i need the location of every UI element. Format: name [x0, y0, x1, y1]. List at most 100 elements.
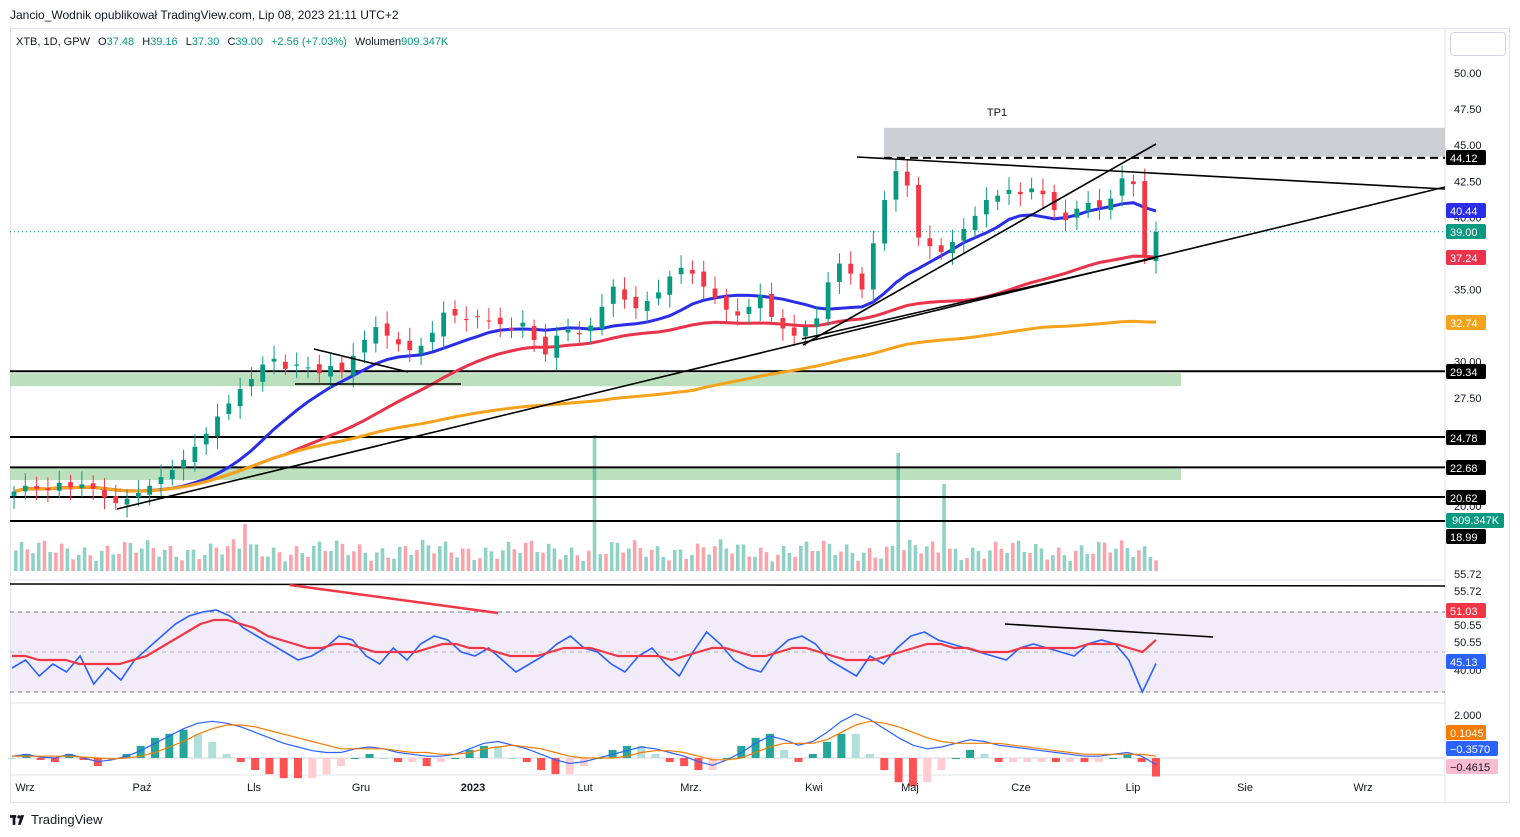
macd-histogram-bar	[880, 758, 889, 771]
volume-bar	[426, 545, 431, 571]
volume-bar	[231, 539, 236, 571]
volume-bar	[214, 547, 219, 571]
low-value: 37.30	[191, 36, 220, 48]
volume-bar	[942, 484, 946, 571]
level-tag-20: 20.62	[1450, 493, 1478, 505]
candle-body	[452, 308, 458, 316]
ma-orange-tag-bg	[1446, 315, 1486, 330]
candle-body	[610, 286, 616, 304]
candle-body	[203, 433, 209, 445]
volume-bar	[363, 552, 368, 571]
macd-histogram-bar	[723, 758, 731, 759]
volume-bar	[804, 541, 809, 571]
volume-bar	[105, 545, 110, 571]
volume-bar	[1125, 548, 1130, 571]
volume-bar	[925, 546, 929, 571]
volume-bar	[1148, 556, 1153, 571]
volume-bar	[311, 545, 316, 571]
macd-histogram-bar	[708, 758, 717, 771]
volume-bar	[99, 550, 104, 571]
macd-histogram-bar	[994, 758, 1003, 763]
macd-histogram-bar	[179, 729, 188, 758]
volume-bar	[248, 544, 253, 571]
macd-histogram-bar	[1051, 758, 1060, 763]
macd-histogram-bar	[694, 758, 703, 771]
open-value: 37.48	[106, 36, 135, 48]
volume-bar	[151, 547, 156, 571]
candle-body	[350, 355, 356, 376]
support-zone	[10, 373, 1181, 387]
macd-histogram-bar	[837, 733, 846, 758]
candle-body	[463, 319, 469, 321]
volume-bar	[564, 554, 568, 571]
volume-bar	[271, 547, 276, 571]
trendline	[856, 156, 1446, 190]
candle-body	[678, 267, 684, 275]
candle-body	[509, 327, 514, 330]
volume-bar	[770, 561, 774, 571]
volume-bar	[724, 548, 729, 571]
macd-histogram-bar	[680, 758, 689, 767]
candle-body	[1130, 181, 1136, 185]
candle-body	[780, 318, 786, 329]
volume-bar	[632, 540, 637, 571]
scale-settings-button[interactable]	[1450, 32, 1506, 56]
candle-body	[803, 327, 808, 337]
volume-bar	[936, 552, 941, 571]
candle-body	[147, 485, 153, 495]
close-label: C	[227, 36, 236, 48]
level-tag-18-bg	[1446, 529, 1486, 544]
symbol-label[interactable]: XTB, 1D, GPW	[16, 36, 90, 48]
candle-body	[45, 488, 51, 491]
volume-bar	[432, 553, 436, 571]
macd-tag-line: −0.3570	[1450, 744, 1490, 756]
macd-tick-label: 2.000	[1454, 710, 1482, 722]
volume-bar	[501, 550, 505, 571]
level-tag-44: 44.12	[1450, 153, 1478, 165]
candle-body	[825, 282, 831, 319]
trendline	[802, 143, 1157, 346]
macd-histogram-bar	[937, 758, 946, 771]
volume-bar	[1102, 542, 1107, 571]
volume-bar	[392, 558, 396, 571]
volume-bar	[25, 549, 30, 571]
volume-bar	[701, 547, 706, 571]
macd-histogram-bar	[294, 758, 302, 779]
tradingview-logo[interactable]: TradingView	[10, 812, 103, 827]
volume-bar	[54, 552, 58, 571]
macd-histogram-bar	[966, 749, 975, 758]
macd-histogram-bar	[79, 758, 88, 761]
volume-bar	[718, 539, 723, 571]
rsi-trendline	[1004, 623, 1214, 638]
candle-body	[927, 238, 933, 247]
volume-bar	[827, 543, 832, 571]
tp1-zone	[884, 127, 1445, 157]
volume-bar	[65, 548, 70, 571]
level-tag-18: 18.99	[1450, 532, 1478, 544]
candle-body	[588, 325, 594, 332]
chart-frame	[10, 28, 1510, 803]
volume-bar	[1056, 547, 1061, 571]
volume-bar	[122, 542, 127, 571]
candle-body	[1108, 198, 1114, 211]
time-axis-label: Lut	[577, 782, 592, 794]
volume-bar	[667, 560, 671, 571]
volume-bar	[294, 546, 299, 571]
trendline	[801, 257, 1156, 340]
last-price-tag: 39.00	[1450, 227, 1478, 239]
volume-bar	[587, 550, 591, 571]
macd-histogram-bar	[265, 758, 274, 775]
volume-bar	[300, 553, 305, 571]
time-axis-label: Mrz.	[680, 782, 701, 794]
macd-histogram-bar	[136, 745, 145, 758]
volume-bar	[42, 540, 47, 571]
volume-bar	[145, 540, 150, 571]
volume-bar	[902, 550, 906, 571]
macd-histogram-bar	[408, 758, 417, 763]
macd-histogram-bar	[1109, 758, 1118, 759]
candle-body	[644, 301, 650, 311]
volume-bar	[352, 551, 356, 571]
level-tag-24-bg	[1446, 430, 1486, 445]
volume-bar	[965, 558, 969, 571]
